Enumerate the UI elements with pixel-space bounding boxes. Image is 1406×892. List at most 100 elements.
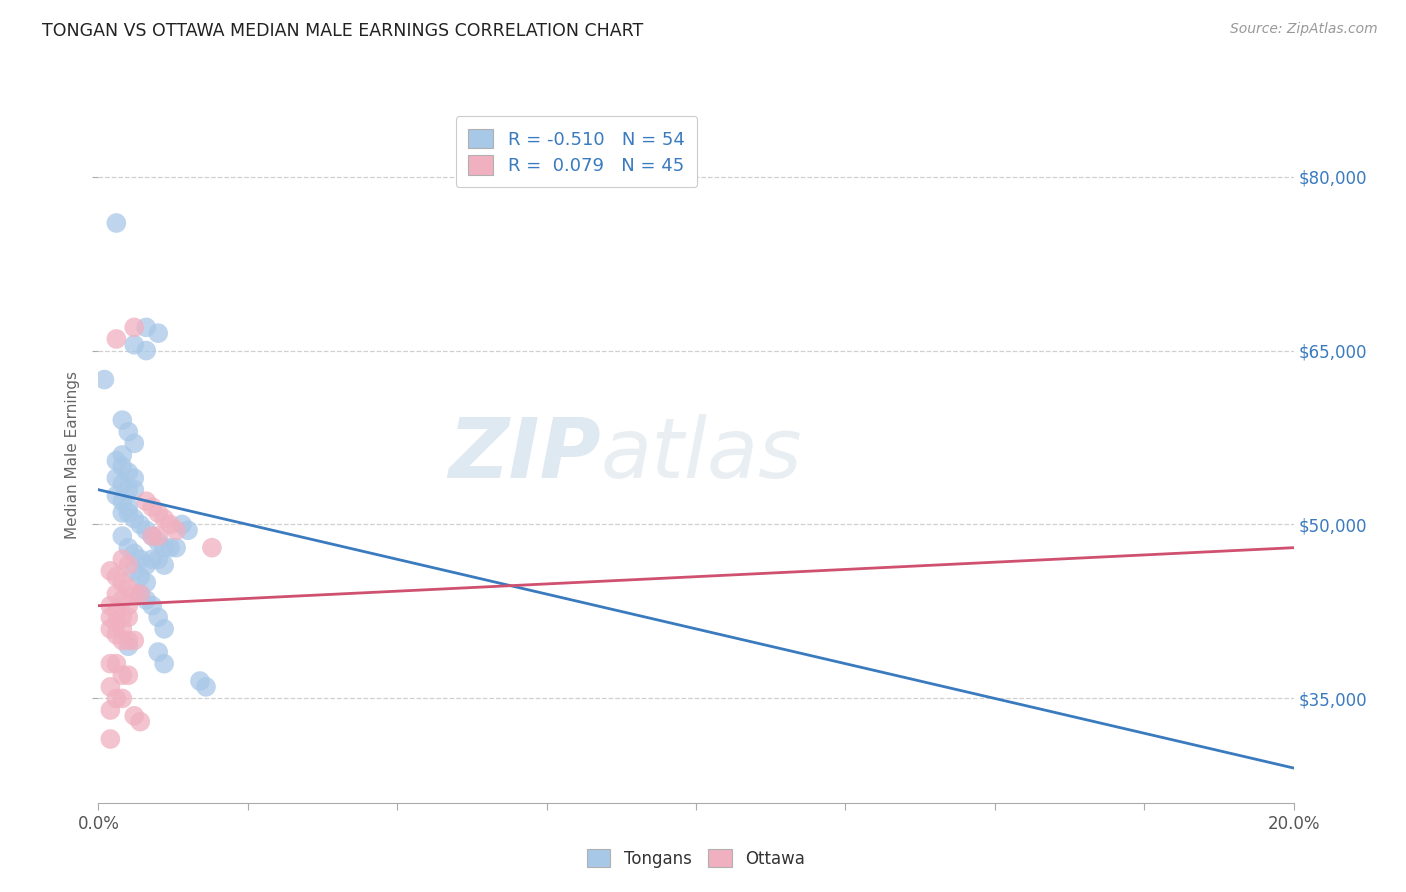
Point xyxy=(117,633,139,648)
Point xyxy=(124,587,146,601)
Point xyxy=(105,691,128,706)
Point xyxy=(201,541,224,555)
Point xyxy=(129,714,152,729)
Point xyxy=(135,320,157,334)
Text: Source: ZipAtlas.com: Source: ZipAtlas.com xyxy=(1230,22,1378,37)
Point xyxy=(111,575,134,590)
Text: ZIP: ZIP xyxy=(447,415,600,495)
Point xyxy=(159,541,181,555)
Point xyxy=(111,668,134,682)
Point xyxy=(117,500,139,514)
Point xyxy=(105,605,128,619)
Point xyxy=(124,511,146,525)
Point xyxy=(100,657,122,671)
Point xyxy=(111,459,134,474)
Point xyxy=(135,575,157,590)
Point xyxy=(148,529,170,543)
Point xyxy=(124,633,146,648)
Point xyxy=(100,599,122,613)
Point xyxy=(117,558,139,573)
Point xyxy=(117,639,139,653)
Point xyxy=(111,691,134,706)
Point xyxy=(105,628,128,642)
Point xyxy=(117,425,139,439)
Point xyxy=(195,680,218,694)
Point xyxy=(117,599,139,613)
Point xyxy=(124,483,146,497)
Point xyxy=(135,494,157,508)
Point xyxy=(117,541,139,555)
Point xyxy=(124,338,146,352)
Point xyxy=(129,517,152,532)
Point xyxy=(100,680,122,694)
Point xyxy=(141,529,163,543)
Point xyxy=(129,569,152,583)
Point xyxy=(148,326,170,341)
Point xyxy=(165,541,187,555)
Point xyxy=(117,506,139,520)
Point xyxy=(141,552,163,566)
Point xyxy=(111,494,134,508)
Point xyxy=(135,343,157,358)
Point xyxy=(141,500,163,514)
Point xyxy=(100,622,122,636)
Point xyxy=(111,448,134,462)
Point xyxy=(148,534,170,549)
Point xyxy=(165,523,187,537)
Point xyxy=(105,615,128,630)
Point xyxy=(100,610,122,624)
Point xyxy=(100,703,122,717)
Point xyxy=(148,506,170,520)
Point xyxy=(105,569,128,583)
Point xyxy=(124,564,146,578)
Point xyxy=(153,657,176,671)
Point xyxy=(153,511,176,525)
Point xyxy=(111,529,134,543)
Point xyxy=(129,552,152,566)
Point xyxy=(117,483,139,497)
Point xyxy=(111,592,134,607)
Point xyxy=(124,708,146,723)
Point xyxy=(117,610,139,624)
Point xyxy=(153,558,176,573)
Point xyxy=(111,610,134,624)
Point xyxy=(111,552,134,566)
Point xyxy=(111,506,134,520)
Point xyxy=(100,564,122,578)
Point xyxy=(111,476,134,491)
Point xyxy=(153,622,176,636)
Point xyxy=(135,592,157,607)
Text: TONGAN VS OTTAWA MEDIAN MALE EARNINGS CORRELATION CHART: TONGAN VS OTTAWA MEDIAN MALE EARNINGS CO… xyxy=(42,22,644,40)
Point xyxy=(105,587,128,601)
Point xyxy=(124,471,146,485)
Point xyxy=(129,587,152,601)
Point xyxy=(105,453,128,467)
Point xyxy=(105,488,128,502)
Point xyxy=(117,668,139,682)
Point xyxy=(159,517,181,532)
Point xyxy=(148,610,170,624)
Point xyxy=(111,622,134,636)
Point xyxy=(105,216,128,230)
Point xyxy=(188,674,211,689)
Text: atlas: atlas xyxy=(600,415,801,495)
Point xyxy=(100,731,122,746)
Point xyxy=(105,657,128,671)
Point xyxy=(141,529,163,543)
Point xyxy=(141,599,163,613)
Point xyxy=(129,587,152,601)
Point xyxy=(172,517,194,532)
Point xyxy=(105,332,128,346)
Y-axis label: Median Male Earnings: Median Male Earnings xyxy=(65,371,80,539)
Point xyxy=(124,546,146,560)
Point xyxy=(148,645,170,659)
Point xyxy=(117,582,139,596)
Point xyxy=(105,471,128,485)
Point xyxy=(111,413,134,427)
Point xyxy=(124,320,146,334)
Point xyxy=(177,523,200,537)
Point xyxy=(135,523,157,537)
Point xyxy=(124,436,146,450)
Point xyxy=(135,558,157,573)
Point xyxy=(117,466,139,480)
